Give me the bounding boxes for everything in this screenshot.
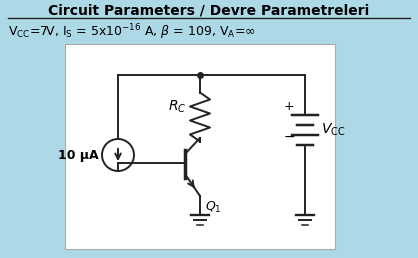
Text: −: −: [283, 130, 295, 144]
Text: +: +: [284, 100, 294, 113]
Text: $R_C$: $R_C$: [168, 98, 186, 115]
Bar: [65, 44, 335, 249]
Text: $Q_1$: $Q_1$: [205, 200, 222, 215]
Text: $V_{\rm CC}$: $V_{\rm CC}$: [321, 122, 346, 138]
Text: 10 μA: 10 μA: [59, 149, 99, 162]
Text: Circuit Parameters / Devre Parametreleri: Circuit Parameters / Devre Parametreleri: [48, 4, 370, 18]
Text: V$_{\rm CC}$=7V, I$_{\rm S}$ = 5x10$^{-16}$ A, $\beta$ = 109, V$_{\rm A}$=$\inft: V$_{\rm CC}$=7V, I$_{\rm S}$ = 5x10$^{-1…: [8, 22, 256, 42]
